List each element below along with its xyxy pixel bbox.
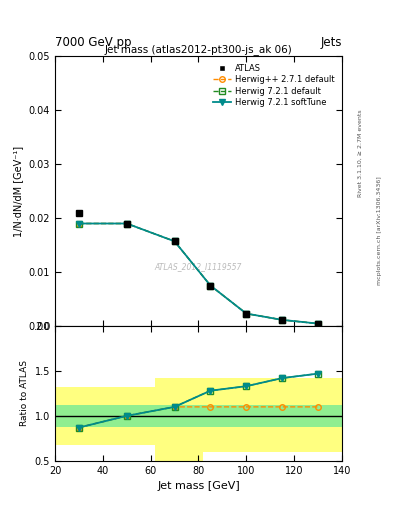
Bar xyxy=(156,378,203,461)
X-axis label: Jet mass [GeV]: Jet mass [GeV] xyxy=(157,481,240,491)
Text: 7000 GeV pp: 7000 GeV pp xyxy=(55,36,132,49)
Legend: ATLAS, Herwig++ 2.7.1 default, Herwig 7.2.1 default, Herwig 7.2.1 softTune: ATLAS, Herwig++ 2.7.1 default, Herwig 7.… xyxy=(210,60,338,111)
Title: Jet mass (atlas2012-pt300-js_ak 06): Jet mass (atlas2012-pt300-js_ak 06) xyxy=(105,44,292,55)
Bar xyxy=(55,387,115,444)
Text: ATLAS_2012_I1119557: ATLAS_2012_I1119557 xyxy=(155,262,242,271)
Y-axis label: Ratio to ATLAS: Ratio to ATLAS xyxy=(20,360,29,426)
Bar xyxy=(115,405,156,426)
Y-axis label: 1/N·dN/dM [GeV⁻¹]: 1/N·dN/dM [GeV⁻¹] xyxy=(13,145,23,237)
Bar xyxy=(203,405,342,426)
Bar xyxy=(55,405,115,426)
Text: Jets: Jets xyxy=(320,36,342,49)
Text: Rivet 3.1.10, ≥ 2.7M events: Rivet 3.1.10, ≥ 2.7M events xyxy=(358,110,363,198)
Bar xyxy=(115,387,156,444)
Bar xyxy=(203,378,342,452)
Text: mcplots.cern.ch [arXiv:1306.3436]: mcplots.cern.ch [arXiv:1306.3436] xyxy=(377,176,382,285)
Bar xyxy=(156,405,203,426)
